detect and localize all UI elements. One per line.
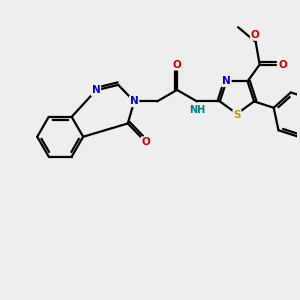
Text: O: O [278, 60, 287, 70]
Text: S: S [233, 110, 241, 120]
Text: N: N [92, 85, 100, 95]
Text: O: O [141, 137, 150, 147]
Text: O: O [172, 60, 182, 70]
Text: NH: NH [189, 105, 205, 115]
Text: N: N [222, 76, 231, 86]
Text: O: O [251, 30, 260, 40]
Text: N: N [130, 96, 139, 106]
